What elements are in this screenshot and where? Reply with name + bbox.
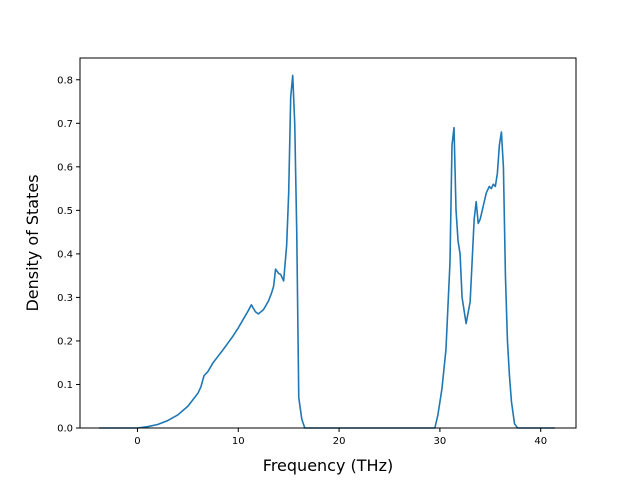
- y-tick-label: 0.2: [57, 336, 73, 347]
- series-line-0: [99, 74, 555, 429]
- y-axis-label: Density of States: [23, 174, 42, 311]
- y-tick-label: 0.1: [57, 380, 73, 391]
- x-tick-label: 40: [534, 436, 547, 447]
- y-tick-label: 0.6: [57, 162, 73, 173]
- x-tick-label: 30: [434, 436, 447, 447]
- x-tick-label: 10: [232, 436, 245, 447]
- plot-area: [99, 74, 555, 429]
- y-axis-ticks: 0.0 0.1 0.2 0.3 0.4 0.5 0.6 0.7 0.8: [57, 75, 80, 435]
- x-tick-label: 20: [333, 436, 346, 447]
- x-axis-label: Frequency (THz): [263, 456, 393, 475]
- y-tick-label: 0.4: [57, 249, 73, 260]
- x-axis-ticks: 0 10 20 30 40: [134, 428, 547, 447]
- y-tick-label: 0.5: [57, 206, 73, 217]
- x-tick-label: 0: [134, 436, 140, 447]
- y-tick-label: 0.8: [57, 75, 73, 86]
- y-tick-label: 0.0: [57, 424, 73, 435]
- y-tick-label: 0.3: [57, 293, 73, 304]
- axes-frame: [79, 57, 577, 429]
- y-tick-label: 0.7: [57, 119, 73, 130]
